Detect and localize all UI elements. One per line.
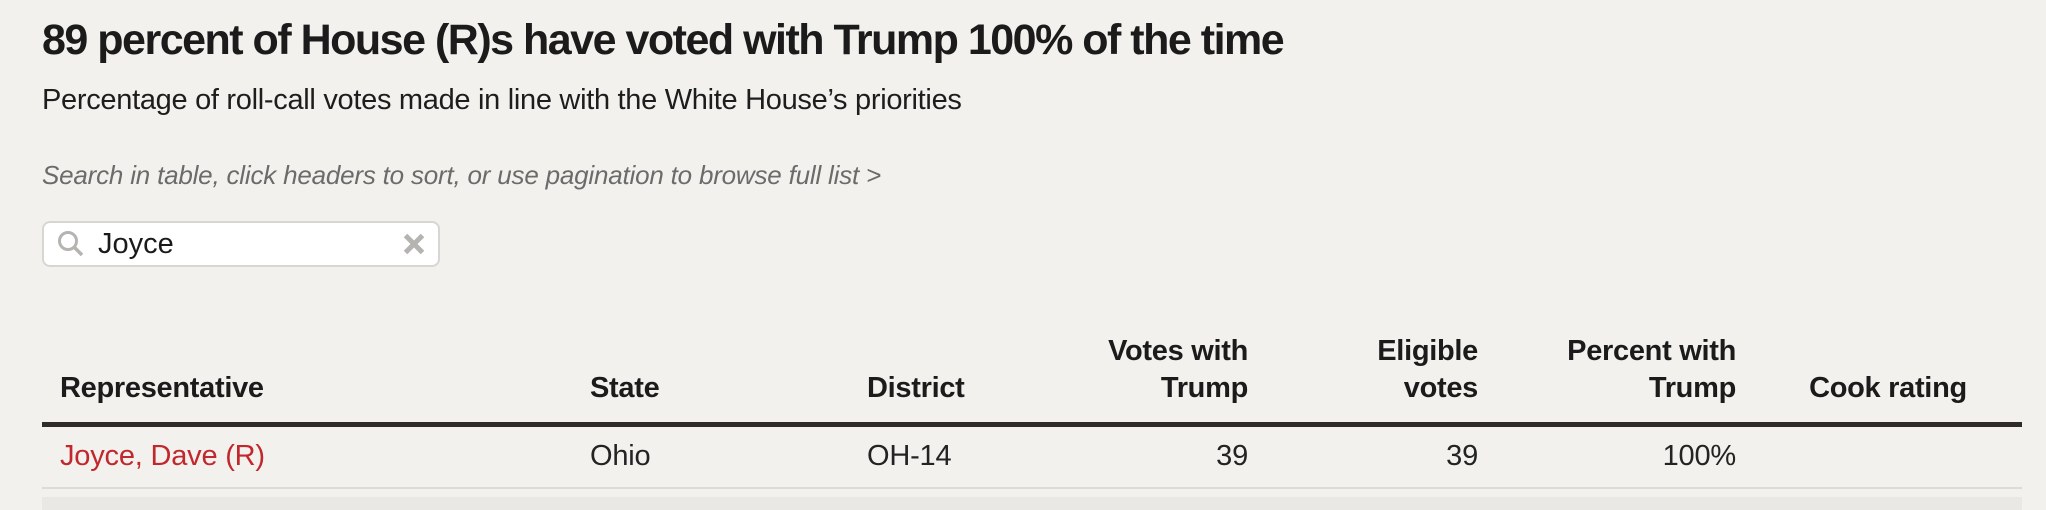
page-subtitle: Percentage of roll-call votes made in li… [42,84,962,116]
cell-percent-with-trump: 100% [1662,440,1737,473]
column-header-percent-with-trump[interactable]: Percent with Trump [1567,334,1736,404]
x-clear-icon [403,233,425,255]
representative-link[interactable]: Joyce, Dave (R) [60,440,265,473]
table-instructions: Search in table, click headers to sort, … [42,160,882,190]
next-row-stripe-partial [42,497,2022,510]
cell-eligible-votes: 39 [1446,440,1478,473]
column-header-cook-rating[interactable]: Cook rating [1809,371,1967,404]
search-input[interactable] [98,227,394,261]
column-header-state[interactable]: State [590,371,660,404]
cell-votes-with-trump: 39 [1216,440,1248,473]
cell-cook-rating [1754,424,2022,488]
magnifying-glass-icon [58,231,84,257]
column-header-votes-with-trump[interactable]: Votes with Trump [1108,334,1248,404]
page-title: 89 percent of House (R)s have voted with… [42,16,1285,64]
column-header-eligible-votes[interactable]: Eligible votes [1377,334,1478,404]
cell-representative: Joyce, Dave (R) [42,424,572,488]
cell-district: OH-14 [867,440,952,473]
column-header-district[interactable]: District [867,371,965,404]
search-box[interactable] [42,221,440,267]
cell-state: Ohio [590,440,651,473]
table-header-row: Representative State District Votes with… [42,310,2022,424]
clear-search-button[interactable] [402,232,426,256]
table-row: Joyce, Dave (R) Ohio OH-14 39 39 100% [42,424,2022,488]
representatives-table: Representative State District Votes with… [42,310,2022,489]
column-header-representative[interactable]: Representative [60,371,264,404]
